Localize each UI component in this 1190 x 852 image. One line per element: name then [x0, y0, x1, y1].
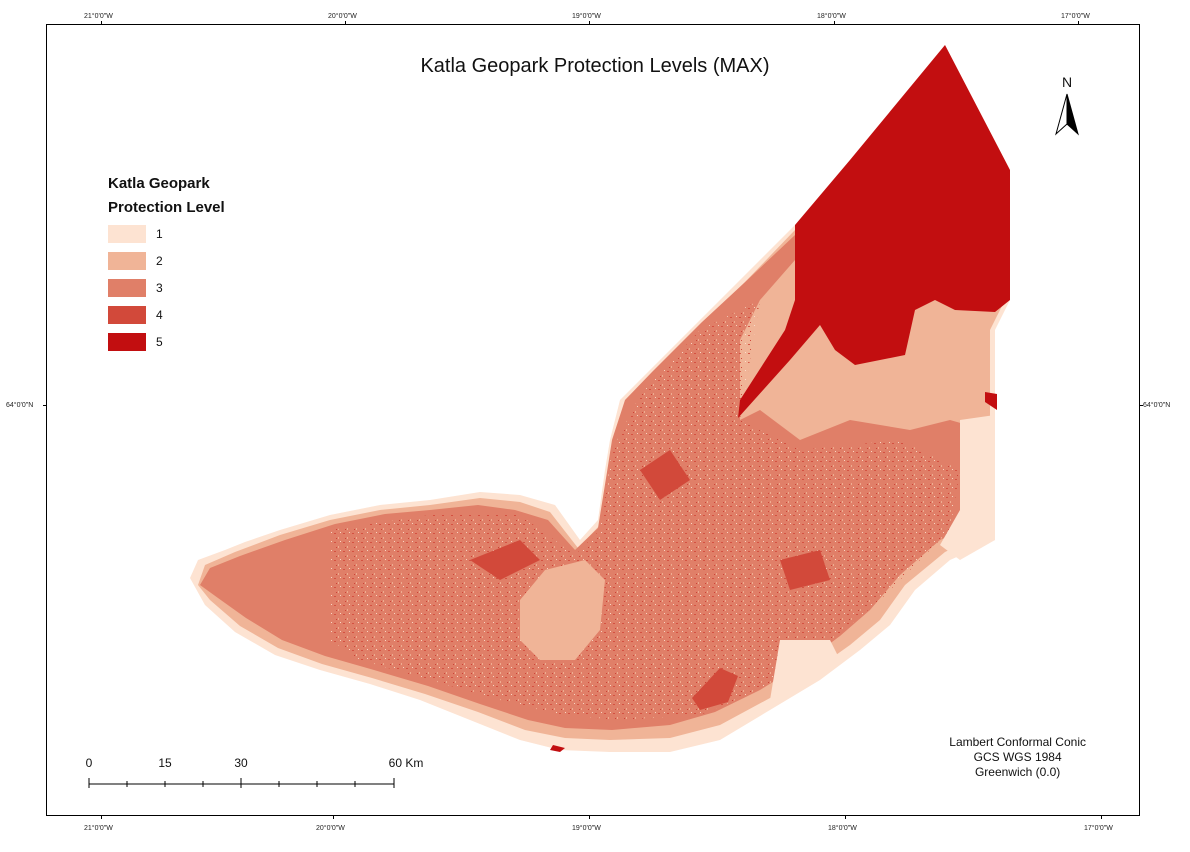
- graticule-tick: [1078, 21, 1079, 24]
- graticule-top-label: 19°0'0"W: [572, 13, 601, 20]
- legend-swatch: [108, 251, 146, 270]
- north-arrow: N: [1052, 74, 1082, 140]
- graticule-tick: [1101, 816, 1102, 819]
- protection-zone-level-5-small: [550, 745, 565, 752]
- protection-zone-level-4: [640, 450, 690, 500]
- protection-zone-level-5-small: [985, 392, 997, 410]
- protection-zone-level-4: [780, 550, 830, 590]
- protection-zone-level-1-east: [940, 415, 995, 560]
- graticule-tick: [589, 21, 590, 24]
- map-title: Katla Geopark Protection Levels (MAX): [420, 55, 770, 77]
- projection-line: GCS WGS 1984: [973, 750, 1062, 764]
- legend-item-2: 2: [108, 247, 225, 274]
- legend-title-line2: Protection Level: [108, 199, 225, 216]
- graticule-bottom-label: 20°0'0"W: [316, 825, 345, 832]
- graticule-bottom-label: 18°0'0"W: [828, 825, 857, 832]
- legend-swatch: [108, 224, 146, 243]
- graticule-top-label: 18°0'0"W: [817, 13, 846, 20]
- graticule-tick: [845, 816, 846, 819]
- legend-label: 1: [156, 226, 163, 241]
- graticule-tick: [43, 405, 46, 406]
- legend-item-3: 3: [108, 274, 225, 301]
- projection-info: Lambert Conformal Conic GCS WGS 1984 Gre…: [949, 735, 1086, 780]
- graticule-tick: [589, 816, 590, 819]
- graticule-right-label: 64°0'0"N: [1143, 402, 1171, 409]
- north-label: N: [1061, 74, 1073, 90]
- graticule-tick: [101, 21, 102, 24]
- scale-label: 0: [85, 756, 93, 770]
- protection-zone-level-5: [738, 45, 1010, 418]
- graticule-bottom-label: 17°0'0"W: [1084, 825, 1113, 832]
- legend-item-1: 1: [108, 220, 225, 247]
- map-legend: Katla Geopark Protection Level 1 2 3 4 5: [108, 172, 225, 355]
- projection-line: Lambert Conformal Conic: [949, 735, 1086, 749]
- scale-label: 60 Km: [388, 756, 424, 770]
- legend-swatch: [108, 332, 146, 351]
- graticule-left-label: 64°0'0"N: [6, 402, 34, 409]
- legend-label: 4: [156, 307, 163, 322]
- graticule-tick: [345, 21, 346, 24]
- legend-label: 3: [156, 280, 163, 295]
- scale-label: 15: [158, 756, 172, 770]
- legend-label: 2: [156, 253, 163, 268]
- legend-swatch: [108, 278, 146, 297]
- protection-zone-level-2-central: [520, 560, 605, 660]
- legend-item-4: 4: [108, 301, 225, 328]
- graticule-tick: [333, 816, 334, 819]
- legend-item-5: 5: [108, 328, 225, 355]
- scale-bar: 0 15 30 60 Km: [80, 756, 423, 796]
- scale-label: 30: [234, 756, 248, 770]
- north-arrow-icon: [1055, 93, 1079, 136]
- graticule-tick: [1140, 405, 1143, 406]
- protection-zone-level-4: [470, 540, 540, 580]
- graticule-top-label: 21°0'0"W: [84, 13, 113, 20]
- protection-zone-level-4: [692, 668, 738, 710]
- graticule-top-label: 20°0'0"W: [328, 13, 357, 20]
- graticule-tick: [834, 21, 835, 24]
- legend-label: 5: [156, 334, 163, 349]
- legend-swatch: [108, 305, 146, 324]
- graticule-tick: [101, 816, 102, 819]
- graticule-top-label: 17°0'0"W: [1061, 13, 1090, 20]
- graticule-bottom-label: 21°0'0"W: [84, 825, 113, 832]
- legend-title-line1: Katla Geopark: [108, 175, 210, 192]
- projection-line: Greenwich (0.0): [974, 765, 1061, 779]
- scale-bar-graphic: [88, 778, 395, 788]
- graticule-bottom-label: 19°0'0"W: [572, 825, 601, 832]
- protection-zone-level-1-south: [770, 640, 840, 700]
